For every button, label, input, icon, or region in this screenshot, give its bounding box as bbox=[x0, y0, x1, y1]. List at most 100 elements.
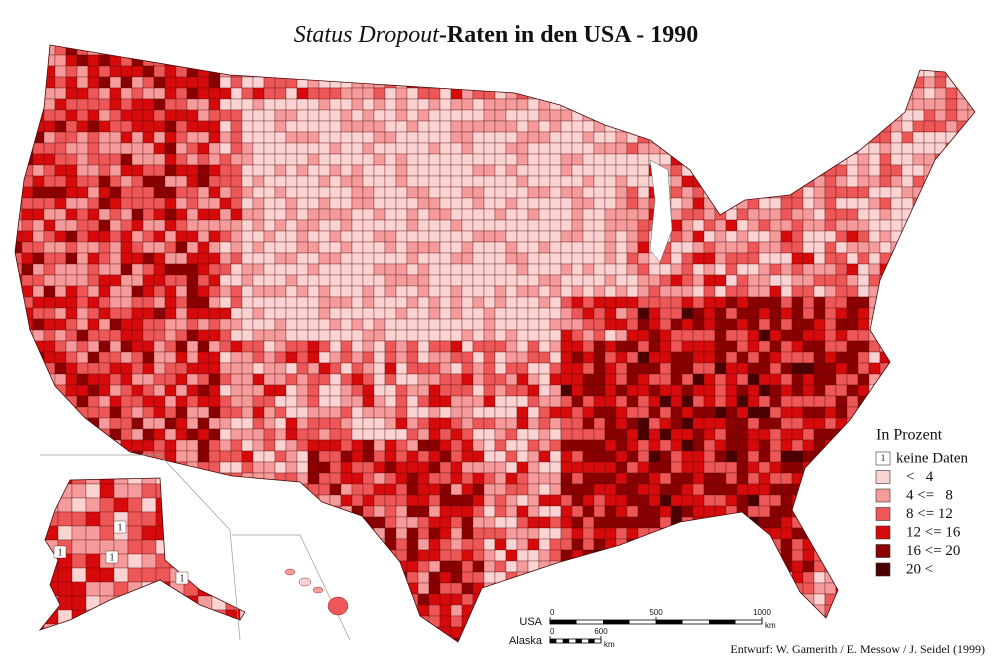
county bbox=[802, 560, 815, 573]
county bbox=[901, 593, 914, 606]
county bbox=[208, 626, 221, 639]
county bbox=[692, 98, 705, 111]
county bbox=[604, 472, 617, 485]
county bbox=[109, 417, 122, 430]
county bbox=[329, 582, 342, 595]
county bbox=[637, 472, 650, 485]
county bbox=[329, 472, 342, 485]
county bbox=[648, 593, 661, 606]
county bbox=[736, 76, 749, 89]
county bbox=[890, 65, 903, 78]
county bbox=[725, 296, 738, 309]
county bbox=[626, 274, 639, 287]
county bbox=[406, 494, 419, 507]
county bbox=[901, 296, 914, 309]
county bbox=[747, 593, 760, 606]
county bbox=[362, 252, 375, 265]
county bbox=[252, 307, 265, 320]
county bbox=[703, 153, 716, 166]
county bbox=[76, 142, 89, 155]
county bbox=[802, 593, 815, 606]
county bbox=[76, 208, 89, 221]
county bbox=[285, 626, 298, 639]
county bbox=[351, 593, 364, 606]
county bbox=[802, 351, 815, 364]
county bbox=[175, 527, 188, 540]
county bbox=[791, 98, 804, 111]
county bbox=[835, 538, 848, 551]
county bbox=[714, 549, 727, 562]
county bbox=[516, 428, 529, 441]
county bbox=[483, 538, 496, 551]
county bbox=[285, 593, 298, 606]
county bbox=[747, 208, 760, 221]
county bbox=[21, 65, 34, 78]
county bbox=[714, 516, 727, 529]
county bbox=[164, 406, 177, 419]
county bbox=[648, 274, 661, 287]
county bbox=[15, 549, 23, 562]
county bbox=[120, 120, 133, 133]
county bbox=[241, 307, 254, 320]
county bbox=[715, 649, 726, 660]
county bbox=[681, 593, 694, 606]
county bbox=[648, 54, 661, 67]
county bbox=[351, 175, 364, 188]
county bbox=[15, 604, 23, 617]
county bbox=[923, 373, 936, 386]
county bbox=[890, 285, 903, 298]
county bbox=[824, 373, 837, 386]
county bbox=[615, 626, 628, 639]
county bbox=[208, 582, 221, 595]
county bbox=[758, 494, 771, 507]
county bbox=[164, 65, 177, 78]
county bbox=[626, 395, 639, 408]
county bbox=[802, 626, 815, 639]
county bbox=[956, 109, 969, 122]
county bbox=[153, 395, 166, 408]
county bbox=[516, 175, 529, 188]
county bbox=[219, 153, 232, 166]
county bbox=[285, 164, 298, 177]
county bbox=[472, 131, 485, 144]
county bbox=[186, 109, 199, 122]
county bbox=[758, 274, 771, 287]
county bbox=[494, 395, 507, 408]
county bbox=[417, 153, 430, 166]
county bbox=[923, 120, 936, 133]
county bbox=[670, 384, 683, 397]
county bbox=[505, 395, 518, 408]
county bbox=[131, 626, 144, 639]
county bbox=[638, 649, 649, 660]
county bbox=[890, 208, 903, 221]
county bbox=[384, 362, 397, 375]
county bbox=[846, 582, 859, 595]
county bbox=[21, 329, 34, 342]
county bbox=[252, 175, 265, 188]
county bbox=[527, 604, 540, 617]
county bbox=[318, 186, 331, 199]
county bbox=[505, 109, 518, 122]
county bbox=[32, 560, 45, 573]
county bbox=[373, 593, 386, 606]
county bbox=[384, 230, 397, 243]
county bbox=[153, 626, 166, 639]
county bbox=[153, 593, 166, 606]
county bbox=[21, 582, 34, 595]
county bbox=[670, 472, 683, 485]
county bbox=[197, 549, 210, 562]
county bbox=[341, 649, 352, 660]
county bbox=[813, 593, 826, 606]
county bbox=[956, 153, 969, 166]
county bbox=[230, 252, 243, 265]
county bbox=[450, 340, 463, 353]
county bbox=[109, 296, 122, 309]
county bbox=[109, 395, 122, 408]
county bbox=[351, 560, 364, 573]
county bbox=[175, 153, 188, 166]
county bbox=[43, 65, 56, 78]
county bbox=[208, 538, 221, 551]
county bbox=[87, 637, 100, 642]
county bbox=[186, 274, 199, 287]
county bbox=[461, 186, 474, 199]
